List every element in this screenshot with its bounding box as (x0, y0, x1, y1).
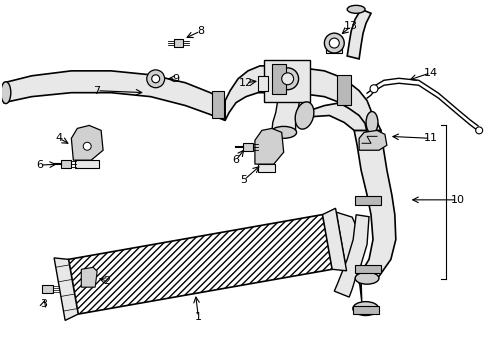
Ellipse shape (328, 38, 339, 48)
Polygon shape (224, 66, 294, 121)
Bar (212, 91, 224, 118)
Text: 13: 13 (344, 21, 357, 31)
FancyBboxPatch shape (264, 60, 310, 102)
Text: 14: 14 (423, 68, 437, 78)
Ellipse shape (270, 126, 296, 138)
Ellipse shape (352, 302, 378, 315)
Bar (61, 160, 71, 168)
Text: 5: 5 (240, 175, 247, 185)
Polygon shape (54, 258, 78, 320)
Polygon shape (257, 164, 274, 172)
Polygon shape (322, 208, 346, 271)
Ellipse shape (369, 85, 377, 93)
Polygon shape (346, 9, 370, 59)
Text: 4: 4 (56, 133, 63, 143)
Ellipse shape (346, 5, 365, 13)
Ellipse shape (151, 75, 160, 83)
Text: 1: 1 (194, 312, 202, 322)
Polygon shape (68, 215, 331, 314)
Polygon shape (71, 125, 103, 160)
Text: 3: 3 (40, 299, 47, 309)
Polygon shape (336, 212, 361, 302)
Polygon shape (254, 129, 283, 164)
Ellipse shape (295, 102, 313, 129)
Polygon shape (358, 130, 386, 150)
Ellipse shape (354, 272, 378, 284)
Text: 6: 6 (232, 155, 239, 165)
Text: 7: 7 (93, 86, 101, 96)
Polygon shape (4, 71, 224, 121)
Ellipse shape (324, 33, 344, 53)
Polygon shape (334, 215, 368, 297)
Text: 8: 8 (196, 26, 203, 36)
Polygon shape (294, 69, 370, 142)
Ellipse shape (281, 73, 293, 85)
Text: 11: 11 (423, 133, 437, 143)
Text: 6: 6 (36, 160, 43, 170)
Bar (325, 47, 342, 53)
Ellipse shape (366, 112, 377, 133)
Text: 10: 10 (449, 195, 464, 205)
Polygon shape (75, 160, 99, 168)
Text: 2: 2 (103, 276, 110, 286)
Ellipse shape (146, 70, 164, 88)
Polygon shape (353, 130, 395, 279)
Text: 9: 9 (172, 74, 179, 84)
Bar (243, 143, 252, 151)
Ellipse shape (475, 127, 482, 134)
Ellipse shape (83, 142, 91, 150)
Bar (173, 39, 183, 47)
Polygon shape (271, 100, 299, 132)
Bar (354, 196, 380, 205)
Bar (354, 265, 380, 273)
Bar (41, 285, 53, 293)
Bar (257, 76, 267, 91)
Bar (271, 64, 285, 94)
Ellipse shape (276, 68, 298, 90)
Bar (337, 75, 350, 105)
Polygon shape (81, 267, 97, 287)
Ellipse shape (1, 82, 11, 104)
Polygon shape (301, 103, 380, 130)
Bar (352, 306, 378, 314)
Text: 12: 12 (239, 78, 252, 88)
